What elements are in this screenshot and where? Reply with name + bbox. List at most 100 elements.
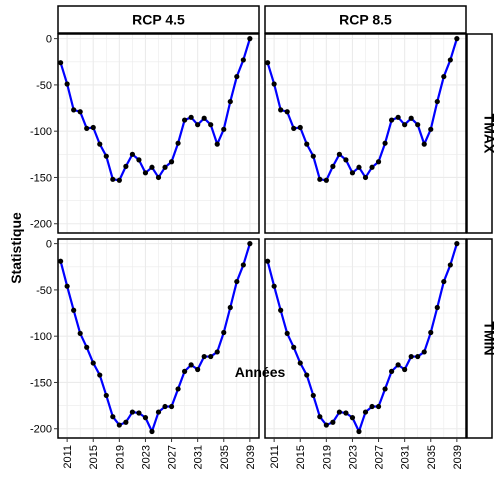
data-point bbox=[271, 283, 277, 289]
data-point bbox=[395, 362, 401, 368]
data-point bbox=[247, 36, 253, 42]
x-tick-label: 2015 bbox=[88, 445, 100, 469]
x-tick-label: 2011 bbox=[62, 445, 74, 469]
data-point bbox=[182, 368, 188, 374]
data-point bbox=[317, 414, 323, 420]
data-point bbox=[441, 278, 447, 285]
data-point bbox=[356, 428, 362, 435]
data-point bbox=[195, 366, 201, 373]
x-tick-label: 2039 bbox=[452, 445, 464, 469]
strip-label: RCP 4.5 bbox=[132, 12, 185, 28]
data-point bbox=[149, 164, 155, 170]
data-point bbox=[123, 163, 129, 169]
series-line bbox=[59, 243, 251, 433]
y-tick-label: -200 bbox=[30, 219, 52, 231]
x-tick-label: 2015 bbox=[295, 445, 307, 469]
y-tick-label: -150 bbox=[30, 172, 52, 184]
y-axis-title: Statistique bbox=[8, 212, 24, 284]
gridlines bbox=[58, 239, 259, 438]
data-point bbox=[447, 57, 453, 63]
data-point bbox=[123, 419, 129, 425]
data-point bbox=[278, 307, 284, 313]
data-point bbox=[369, 164, 375, 170]
data-point bbox=[247, 241, 253, 247]
y-tick-label: -100 bbox=[30, 126, 52, 138]
data-point bbox=[175, 386, 181, 392]
y-tick-label: -50 bbox=[36, 80, 52, 92]
gridlines bbox=[265, 34, 466, 233]
x-tick-label: 2019 bbox=[114, 445, 126, 469]
data-point bbox=[434, 304, 440, 311]
data-point bbox=[168, 159, 175, 165]
data-point bbox=[221, 329, 227, 336]
data-point bbox=[201, 353, 207, 360]
data-point bbox=[291, 344, 297, 350]
data-point bbox=[103, 153, 109, 159]
data-point bbox=[201, 115, 207, 121]
data-point bbox=[304, 372, 310, 378]
data-point bbox=[64, 283, 70, 289]
x-tick-label: 2023 bbox=[347, 445, 359, 469]
data-point bbox=[175, 140, 181, 146]
data-point bbox=[136, 157, 142, 163]
strip-tmax: TMAX bbox=[466, 33, 498, 234]
y-tick-label: -50 bbox=[36, 285, 52, 297]
data-point bbox=[323, 422, 329, 428]
data-point bbox=[402, 122, 408, 128]
data-point bbox=[349, 170, 356, 176]
data-point bbox=[116, 422, 122, 428]
data-point bbox=[291, 125, 297, 132]
data-point bbox=[208, 122, 214, 128]
data-point bbox=[221, 126, 227, 132]
facet-strips: RCP 4.5 RCP 8.5 TMAX TMIN bbox=[57, 5, 498, 439]
data-point bbox=[129, 409, 135, 415]
data-point bbox=[142, 170, 149, 176]
strip-label: TMAX bbox=[482, 114, 498, 154]
data-point bbox=[421, 141, 427, 147]
data-point bbox=[310, 392, 316, 399]
data-point bbox=[271, 81, 277, 87]
data-point bbox=[317, 176, 323, 182]
data-point bbox=[129, 151, 135, 157]
data-point bbox=[336, 409, 342, 415]
data-point bbox=[297, 360, 303, 366]
panel-rcp-8-5-tmax bbox=[264, 33, 467, 234]
data-point bbox=[142, 415, 149, 421]
data-point bbox=[188, 362, 194, 368]
panel-border bbox=[57, 238, 260, 439]
strip-rcp-8-5: RCP 8.5 bbox=[264, 5, 467, 34]
data-point bbox=[454, 36, 460, 42]
data-point bbox=[428, 126, 434, 132]
panel-border bbox=[264, 33, 467, 234]
data-point bbox=[343, 157, 349, 163]
gridlines bbox=[58, 34, 259, 233]
x-tick-label: 2023 bbox=[140, 445, 152, 469]
data-point bbox=[330, 419, 336, 425]
y-tick-label: -200 bbox=[30, 424, 52, 436]
data-point bbox=[77, 330, 83, 337]
x-tick-label: 2031 bbox=[193, 445, 205, 469]
data-point bbox=[395, 114, 401, 120]
data-point bbox=[265, 258, 271, 264]
data-point bbox=[58, 60, 64, 66]
data-point bbox=[71, 107, 77, 113]
data-point bbox=[162, 403, 168, 410]
x-tick-label: 2019 bbox=[321, 445, 333, 469]
x-tick-label: 2011 bbox=[269, 445, 281, 469]
data-point bbox=[234, 73, 240, 80]
data-point bbox=[110, 176, 116, 182]
data-point bbox=[402, 366, 408, 373]
strip-tmin: TMIN bbox=[466, 238, 498, 439]
data-point bbox=[136, 410, 142, 416]
data-point bbox=[434, 98, 440, 105]
data-point bbox=[389, 368, 395, 374]
data-point bbox=[195, 122, 201, 128]
y-tick-label: 0 bbox=[46, 34, 52, 46]
panel-border bbox=[57, 33, 260, 234]
strip-rcp-4-5: RCP 4.5 bbox=[57, 5, 260, 34]
panel-rcp-8-5-tmin bbox=[264, 238, 467, 439]
data-point bbox=[227, 98, 233, 105]
x-tick-label: 2035 bbox=[426, 445, 438, 469]
data-point bbox=[149, 428, 155, 435]
